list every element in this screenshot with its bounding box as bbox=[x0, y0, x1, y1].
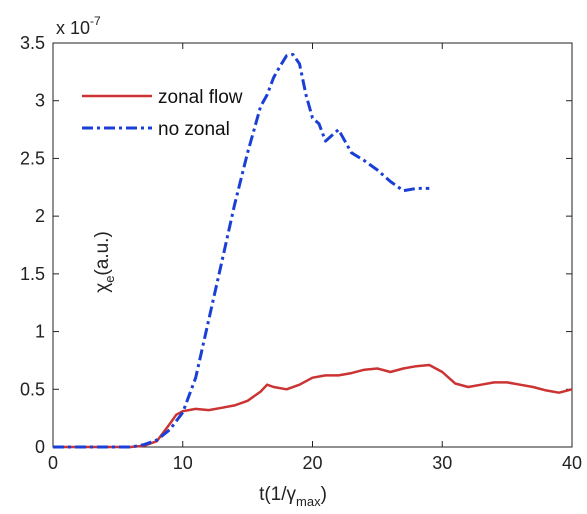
y-tick-label: 1 bbox=[35, 322, 45, 342]
x-axis: 0 10 20 30 40 bbox=[48, 43, 582, 473]
legend-label-zonal-flow: zonal flow bbox=[158, 87, 243, 108]
y-tick-label: 2 bbox=[35, 206, 45, 226]
x-tick-label: 0 bbox=[48, 453, 58, 473]
y-multiplier: x 10-7 bbox=[56, 14, 101, 38]
y-tick-label: 2.5 bbox=[20, 148, 45, 168]
y-tick-label: 1.5 bbox=[20, 264, 45, 284]
series-layer bbox=[53, 53, 573, 449]
y-tick-label: 3 bbox=[35, 91, 45, 111]
x-tick-label: 20 bbox=[302, 453, 322, 473]
y-axis: 0 0.5 1 1.5 2 2.5 3 3.5 bbox=[20, 33, 572, 457]
y-axis-label: χe(a.u.) bbox=[92, 231, 117, 293]
legend-label-no-zonal: no zonal bbox=[158, 119, 230, 140]
y-tick-label: 0.5 bbox=[20, 379, 45, 399]
legend: zonal flow no zonal bbox=[82, 87, 243, 140]
series-line-no-zonal bbox=[53, 53, 430, 449]
plot-frame bbox=[52, 42, 573, 448]
x-axis-label: t(1/γmax) bbox=[259, 484, 327, 509]
x-tick-label: 40 bbox=[562, 453, 582, 473]
y-tick-label: 3.5 bbox=[20, 33, 45, 53]
y-tick-label: 0 bbox=[35, 437, 45, 457]
x-tick-label: 10 bbox=[173, 453, 193, 473]
x-tick-label: 30 bbox=[432, 453, 452, 473]
series-line-zonal-flow bbox=[53, 363, 573, 449]
